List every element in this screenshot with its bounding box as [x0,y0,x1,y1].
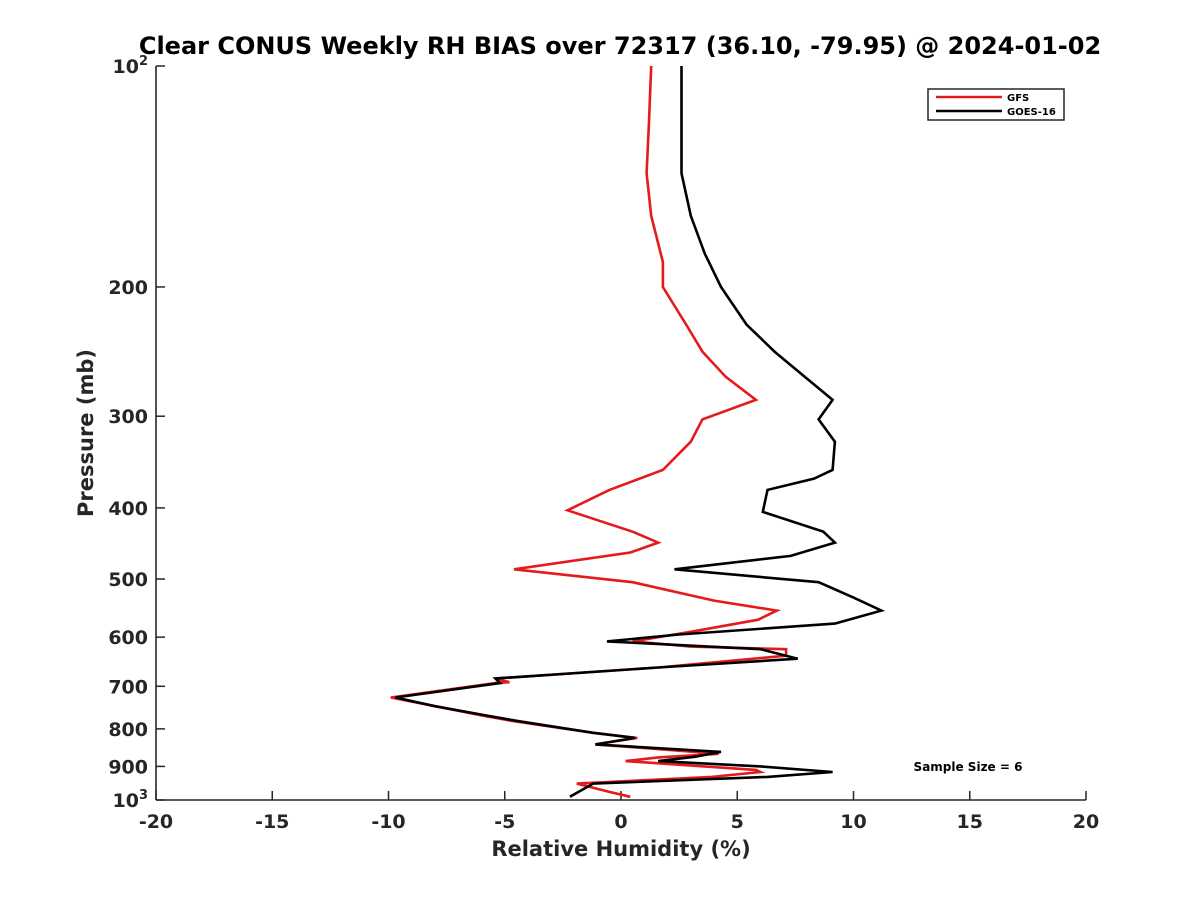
x-tick-label: 5 [731,811,744,833]
y-axis-label: Pressure (mb) [74,349,98,517]
legend-label-goes16: GOES-16 [1007,107,1056,118]
y-tick-label: 103 [113,788,149,812]
y-tick-group: 102 200 300 400 500 600 700 800 900 103 [108,54,165,812]
x-tick-label: -15 [255,811,289,833]
x-tick-label: -20 [139,811,173,833]
y-tick-label: 600 [108,627,148,649]
y-tick-label: 500 [108,569,148,591]
y-tick-label: 400 [108,498,148,520]
legend: GFS GOES-16 [927,88,1065,121]
sample-size-annotation: Sample Size = 6 [914,760,1023,774]
x-tick-label: -5 [494,811,515,833]
x-axis-label: Relative Humidity (%) [491,837,750,861]
x-tick-label: 0 [614,811,627,833]
y-tick-label: 700 [108,676,148,698]
legend-box [927,88,1065,121]
plot-axes [155,66,1086,801]
series-group [390,65,886,799]
x-tick-label: 20 [1073,811,1099,833]
x-tick-label: -10 [371,811,405,833]
y-tick-label: 200 [108,277,148,299]
x-tick-label: 15 [957,811,983,833]
y-tick-label: 800 [108,719,148,741]
series-line-gfs [390,65,788,799]
x-tick-group: -20 -15 -10 -5 0 5 10 15 20 [139,791,1099,833]
y-tick-label: 300 [108,406,148,428]
y-tick-label: 102 [113,54,149,78]
series-line-goes-16 [395,66,886,798]
chart-title: Clear CONUS Weekly RH BIAS over 72317 (3… [139,32,1101,60]
x-tick-label: 10 [840,811,866,833]
y-tick-label: 900 [108,756,148,778]
legend-label-gfs: GFS [1007,93,1029,104]
